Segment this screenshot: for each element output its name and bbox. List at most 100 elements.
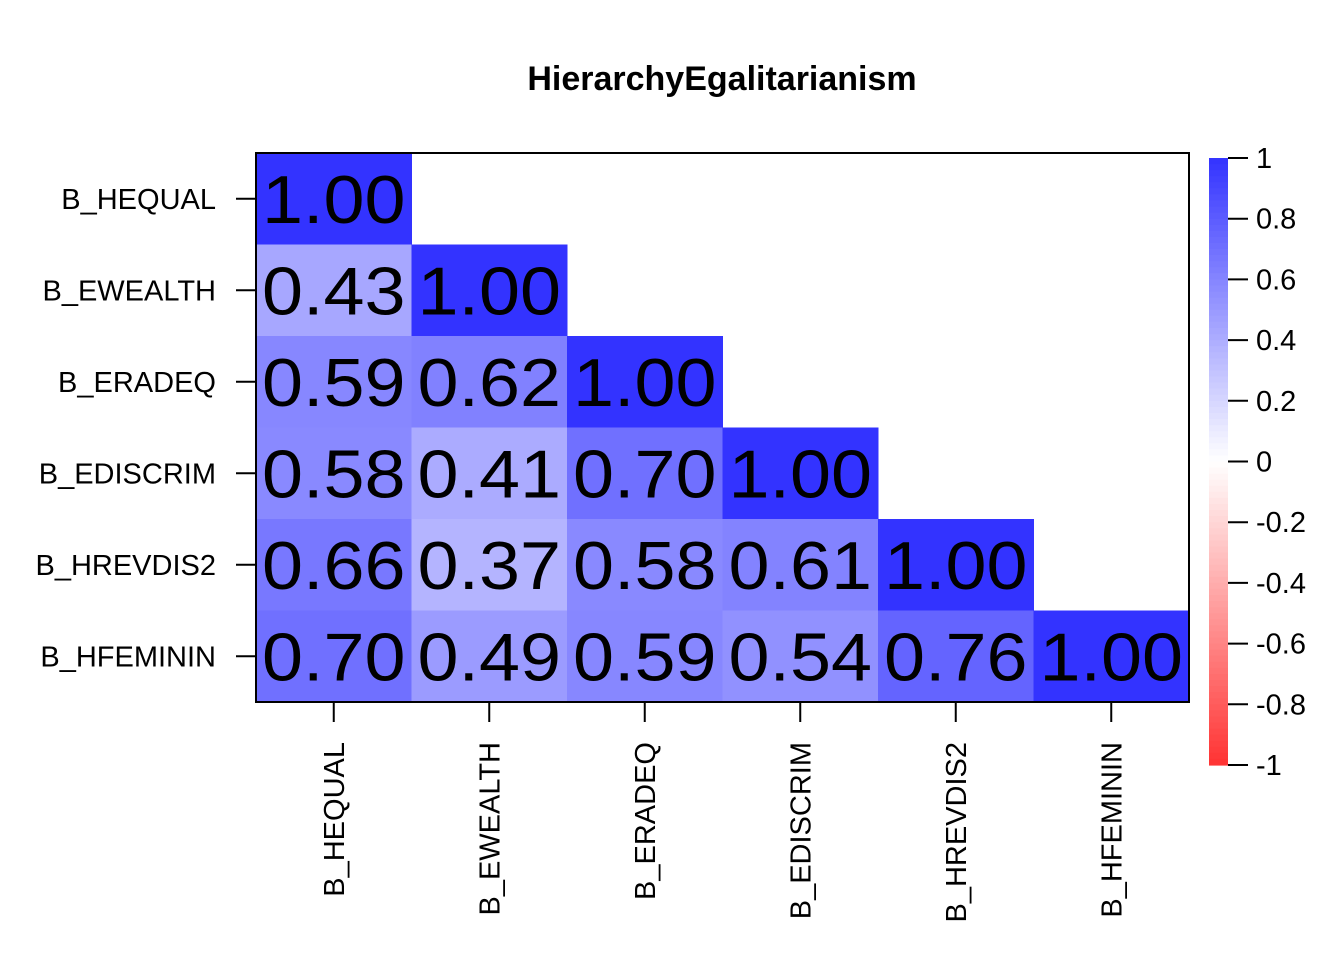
row-tick-label: B_HREVDIS2 [35,550,216,582]
legend-tick-label: -0.2 [1256,507,1306,539]
legend-color-step [1209,176,1228,183]
legend-color-step [1209,224,1228,232]
cell-value-label: 0.61 [729,528,873,604]
legend-color-step [1209,164,1228,171]
legend-color-step [1209,249,1228,256]
legend-color-step [1209,680,1228,687]
legend-color-step [1209,291,1228,299]
legend-color-step [1209,230,1228,238]
row-tick-label: B_EWEALTH [42,275,216,307]
cell-value-label: 0.70 [262,619,406,695]
heatmap-cell [256,244,412,337]
heatmap-cell [411,244,568,337]
legend-color-step [1209,279,1228,287]
heatmap-cell [722,427,879,520]
heatmap-cell [256,519,412,611]
legend-color-step [1209,285,1228,293]
legend-color-step [1209,419,1228,426]
legend-color-step [1209,758,1228,766]
legend-color-step [1209,297,1228,305]
legend-color-step [1209,376,1228,384]
legend-color-step [1209,698,1228,705]
legend-color-step [1209,212,1228,220]
cell-value-label: 0.70 [573,436,717,512]
legend-color-step [1209,309,1228,317]
legend-color-step [1209,473,1228,481]
cell-value-label: 1.00 [1040,619,1184,695]
legend-color-step [1209,643,1228,651]
legend-tick-label: 0 [1256,447,1272,479]
legend-color-step [1209,686,1228,693]
legend-color-step [1209,510,1228,517]
legend-color-step [1209,382,1228,390]
legend-tick-label: 0.2 [1256,386,1296,418]
legend-tick-label: -0.4 [1256,568,1306,600]
legend-color-step [1209,534,1228,542]
cell-value-label: 0.58 [262,436,406,512]
column-tick-label: B_HEQUAL [319,742,351,897]
legend-color-step [1209,564,1228,572]
legend-color-step [1209,394,1228,402]
legend-color-step [1209,667,1228,675]
legend-color-step [1209,431,1228,438]
cell-value-label: 0.66 [262,528,406,604]
legend-color-step [1209,479,1228,487]
cell-value-label: 0.41 [418,436,562,512]
legend-color-step [1209,582,1228,590]
cell-value-label: 1.00 [729,436,873,512]
legend-color-step [1209,449,1228,457]
legend-color-step [1209,412,1228,420]
legend-color-step [1209,734,1228,742]
legend-color-step [1209,443,1228,450]
legend-color-step [1209,364,1228,372]
cell-value-label: 0.62 [418,345,562,421]
heatmap-cell [256,427,412,520]
legend-color-step [1209,710,1228,718]
legend-color-step [1209,558,1228,566]
legend-color-step [1209,546,1228,554]
column-tick-label: B_ERADEQ [630,742,662,900]
plot-frame [255,152,1190,703]
column-tick-label: B_HREVDIS2 [941,742,973,923]
legend-color-step [1209,673,1228,681]
heatmap-cell [411,519,568,611]
chart-title: HierarchyEgalitarianism [527,60,916,98]
cell-value-label: 0.59 [262,345,406,421]
legend-color-step [1209,158,1228,165]
legend-color-step [1209,400,1228,408]
legend-color-step [1209,655,1228,663]
column-tick-label: B_HFEMININ [1096,742,1128,918]
legend-color-step [1209,170,1228,177]
heatmap-cell [722,610,879,703]
legend-color-step [1209,728,1228,736]
legend-color-step [1209,334,1228,341]
legend-color-step [1209,619,1228,626]
legend-color-step [1209,491,1228,499]
legend-color-step [1209,188,1228,196]
legend-color-step [1209,570,1228,578]
legend-color-step [1209,595,1228,602]
legend-color-step [1209,692,1228,699]
legend-color-step [1209,267,1228,274]
legend-tick-label: 1 [1256,143,1272,175]
legend-color-step [1209,218,1228,226]
heatmap-cell-labels: 1.000.43 1.000.59 0.62 1.000.58 0.41 0.70 1.00… [262,162,1183,696]
legend-color-step [1209,740,1228,748]
legend-color-step [1209,346,1228,353]
legend-tick-label: 0.4 [1256,325,1296,357]
legend-color-step [1209,327,1228,335]
legend-tick-label: 0.8 [1256,204,1296,236]
cell-value-label: 0.59 [573,619,717,695]
heatmap-cell [567,610,723,703]
row-tick-label: B_EDISCRIM [39,458,216,490]
cell-value-label: 0.37 [418,528,562,604]
cell-value-label: 0.49 [418,619,562,695]
legend-color-step [1209,637,1228,645]
heatmap-cell [256,153,412,245]
legend-color-step [1209,206,1228,214]
legend-color-step [1209,194,1228,202]
heatmap-cell [567,336,723,428]
heatmap-cell [567,427,723,520]
legend-color-step [1209,661,1228,669]
